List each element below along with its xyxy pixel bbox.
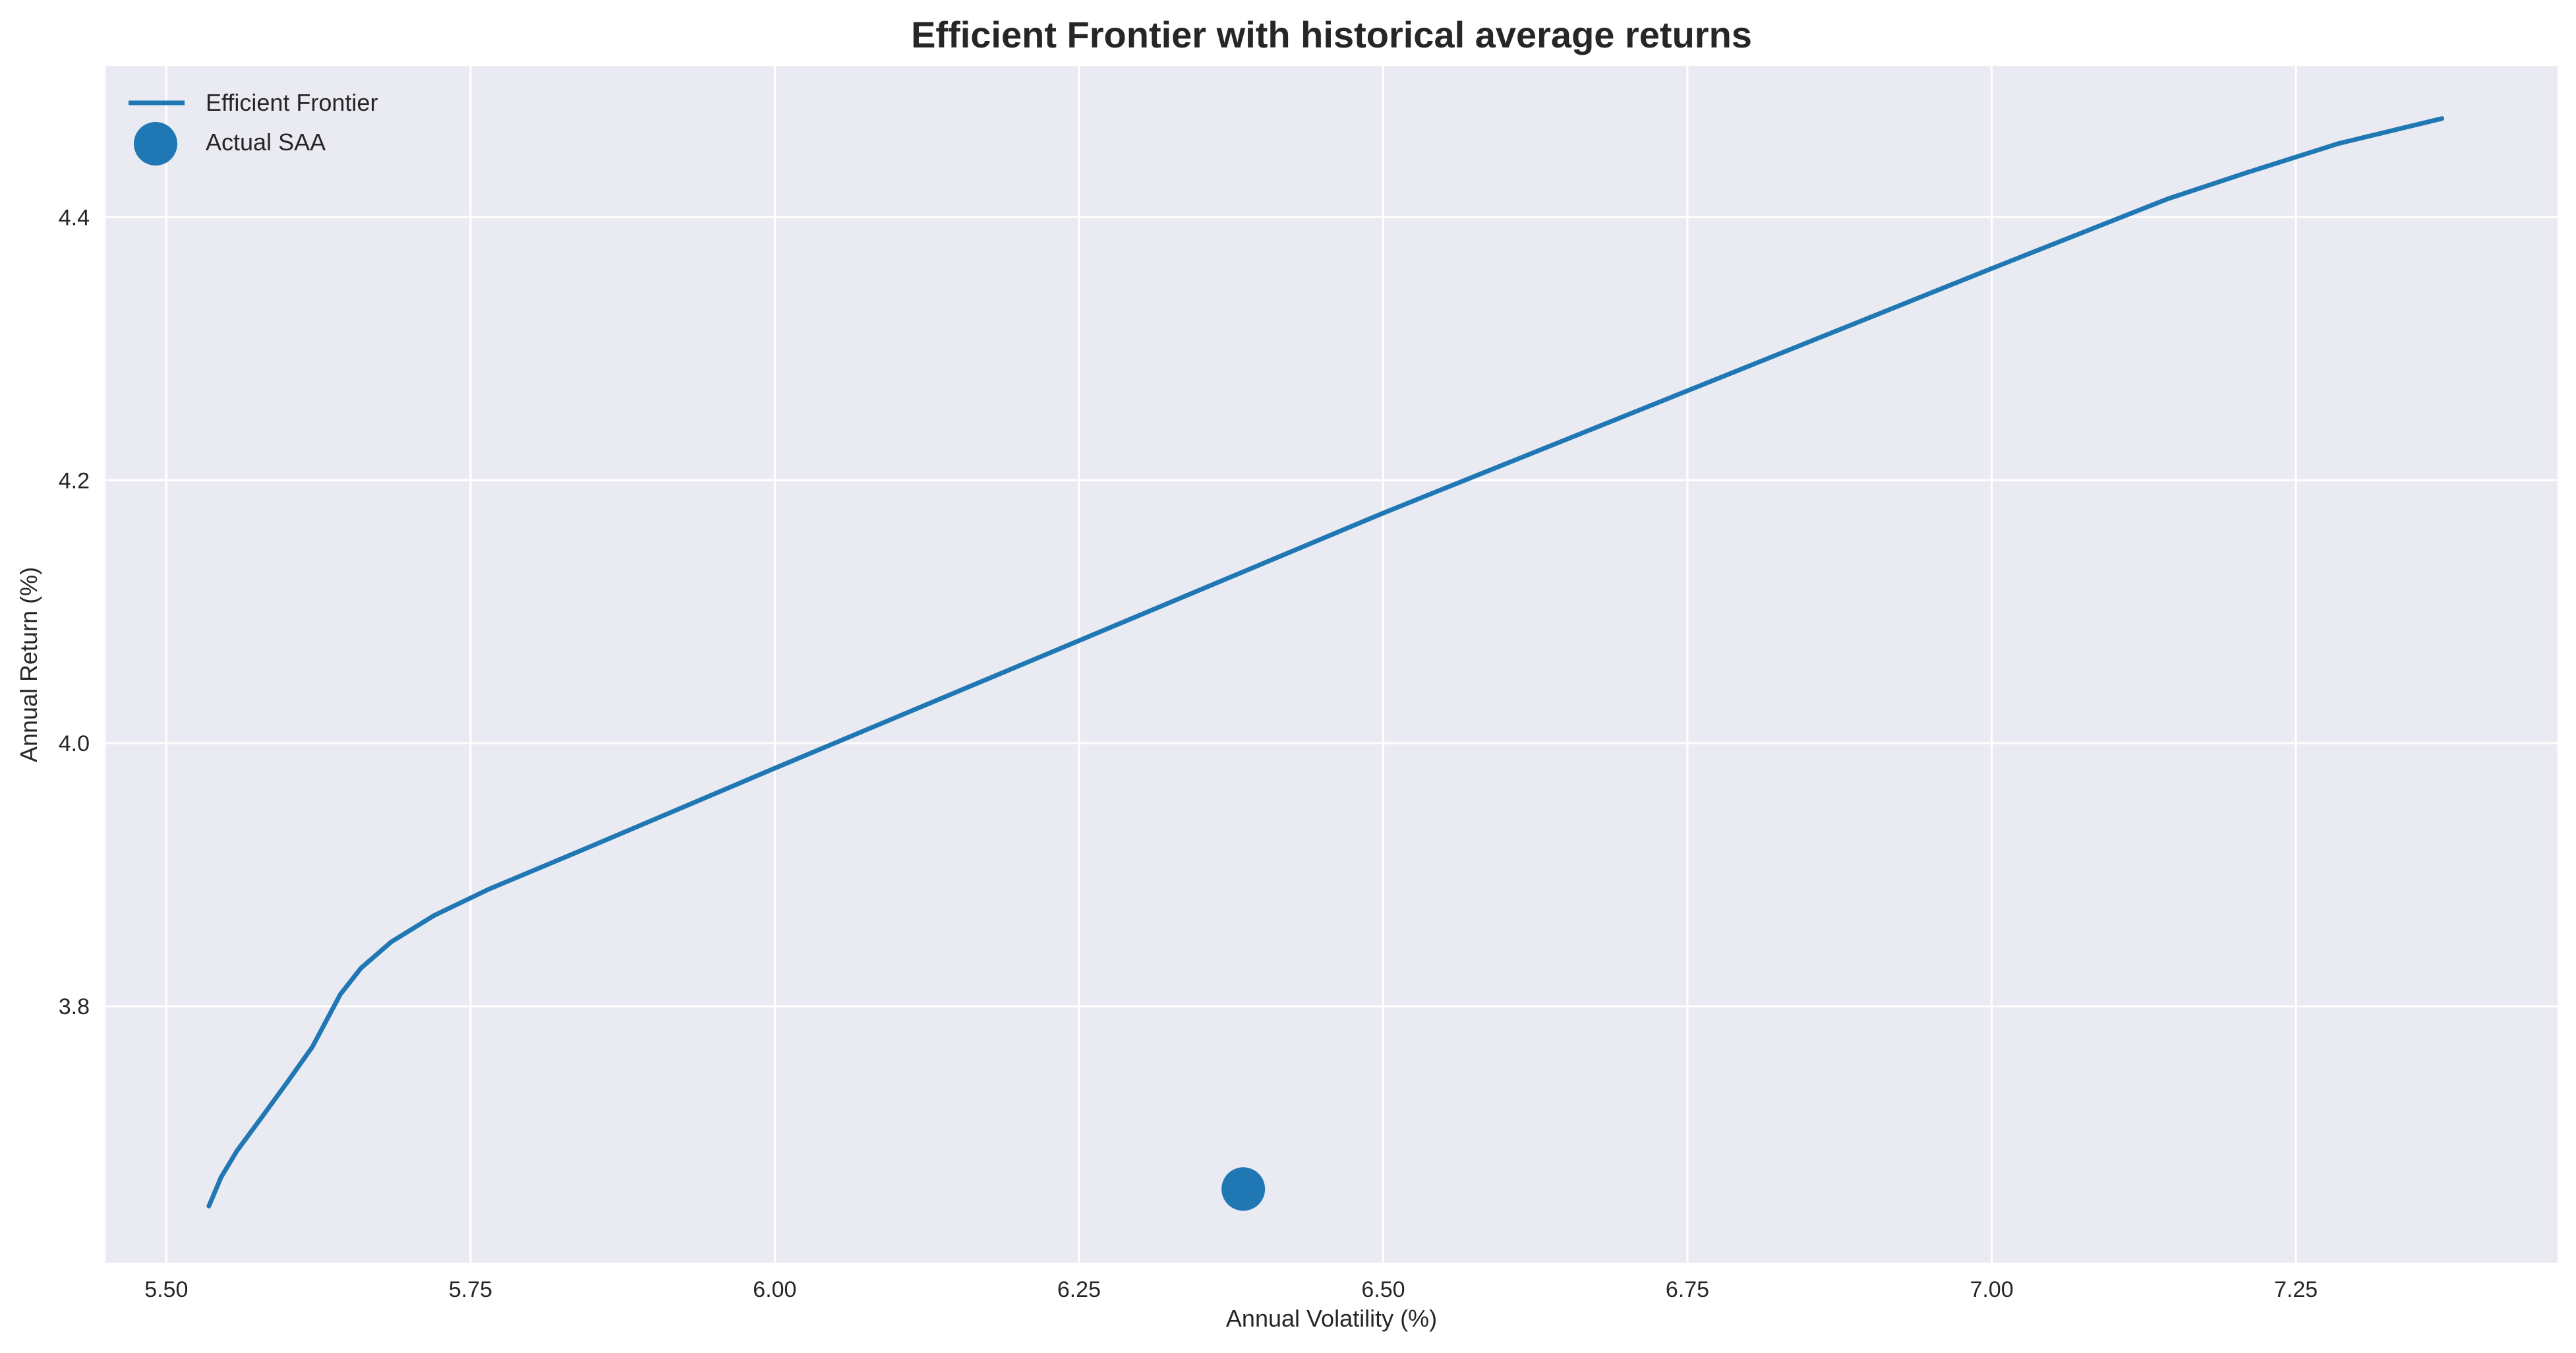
legend-label-efficient-frontier: Efficient Frontier (206, 89, 378, 116)
y-tick-label: 4.0 (59, 731, 90, 756)
y-tick-label: 4.4 (59, 205, 90, 230)
x-tick-label: 6.75 (1666, 1277, 1709, 1302)
x-tick-label: 6.50 (1361, 1277, 1405, 1302)
x-tick-labels: 5.50 5.75 6.00 6.25 6.50 6.75 7.00 7.25 (144, 1277, 2318, 1302)
actual-saa-point (1221, 1167, 1266, 1211)
plot-background (105, 66, 2558, 1263)
x-tick-label: 7.00 (1970, 1277, 2013, 1302)
efficient-frontier-line (206, 116, 2445, 1209)
legend-label-actual-saa: Actual SAA (206, 129, 326, 156)
chart-title: Efficient Frontier with historical avera… (911, 14, 1752, 55)
y-axis-label: Annual Return (%) (15, 567, 42, 762)
series-layer (206, 116, 2445, 1211)
x-axis-label: Annual Volatility (%) (1226, 1305, 1437, 1332)
x-tick-label: 5.75 (449, 1277, 492, 1302)
x-tick-label: 6.00 (753, 1277, 796, 1302)
x-tick-label: 7.25 (2274, 1277, 2318, 1302)
legend: Efficient Frontier Actual SAA (129, 89, 378, 165)
y-tick-label: 4.2 (59, 468, 90, 493)
x-tick-label: 6.25 (1057, 1277, 1101, 1302)
legend-marker-swatch (134, 122, 177, 165)
x-tick-label: 5.50 (144, 1277, 188, 1302)
y-tick-labels: 3.8 4.0 4.2 4.4 (59, 205, 90, 1019)
grid (105, 66, 2558, 1263)
y-tick-label: 3.8 (59, 994, 90, 1019)
